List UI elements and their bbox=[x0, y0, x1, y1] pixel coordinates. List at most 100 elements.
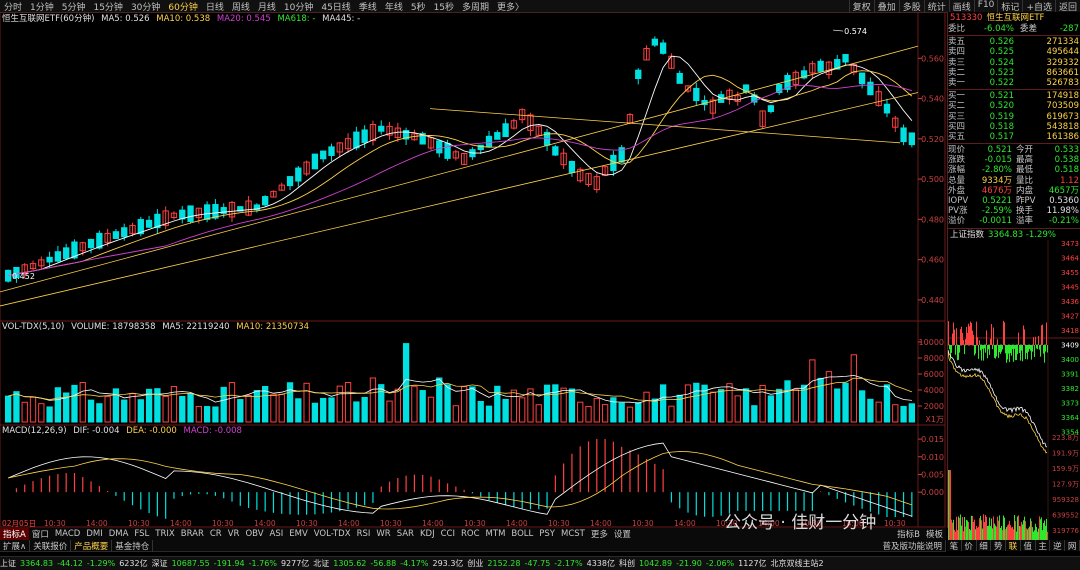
candle-body bbox=[253, 204, 261, 211]
ask-label: 卖二 bbox=[948, 67, 966, 78]
indicator-tab[interactable]: FSL bbox=[134, 529, 150, 539]
period-tab[interactable]: 季线 bbox=[358, 2, 377, 13]
period-tab[interactable]: 1分钟 bbox=[30, 2, 54, 13]
period-tab[interactable]: 15秒 bbox=[433, 2, 455, 13]
volume-bar bbox=[21, 401, 28, 423]
toolbar-button[interactable]: F10 bbox=[973, 0, 998, 13]
index-vol-tick-label: 127.9万 bbox=[1052, 480, 1079, 488]
indicator-tab[interactable]: 更多 bbox=[590, 530, 608, 540]
trend-line[interactable] bbox=[0, 45, 919, 293]
indicator-tab-right[interactable]: 指标B bbox=[897, 530, 920, 540]
volume-bar bbox=[718, 389, 725, 423]
candle-body bbox=[452, 151, 460, 159]
kline-chart-svg[interactable]: 0.560 0.540 0.520 0.500 0.480 0.460 0.440 0.574… bbox=[0, 12, 946, 528]
volume-bar bbox=[817, 377, 824, 423]
stat-label: 溢率 bbox=[1016, 216, 1034, 227]
indicator-tab[interactable]: ASI bbox=[269, 529, 284, 539]
right-panel-tab[interactable]: 主 bbox=[1036, 540, 1051, 552]
stat-label: 现价 bbox=[948, 145, 966, 156]
volume-bar bbox=[220, 386, 227, 423]
toolbar-button[interactable]: 返回 bbox=[1054, 0, 1080, 13]
indicator-tab[interactable]: ROC bbox=[461, 529, 480, 539]
y-tick-label: 0.480 bbox=[921, 215, 944, 224]
period-tab[interactable]: 5秒 bbox=[410, 2, 426, 13]
toolbar-button[interactable]: 复权 bbox=[848, 0, 874, 13]
period-tab[interactable]: 5分钟 bbox=[61, 2, 86, 13]
indicator-tab[interactable]: MCST bbox=[560, 529, 585, 539]
period-tab[interactable]: 60分钟 bbox=[168, 2, 198, 13]
ask-row: 卖四 0.525 495644 bbox=[948, 47, 1080, 57]
stat-value: 0.521 bbox=[987, 145, 1012, 156]
indicator-tab[interactable]: RSI bbox=[356, 529, 371, 539]
index-vol-tick-label: 959328 bbox=[1052, 496, 1079, 504]
period-tab[interactable]: 分时 bbox=[4, 2, 23, 13]
period-tab[interactable]: 日线 bbox=[205, 2, 224, 13]
volume-bar bbox=[170, 385, 178, 423]
right-panel-tab[interactable]: 细 bbox=[977, 540, 992, 552]
period-tab[interactable]: 15分钟 bbox=[93, 2, 123, 13]
indicator-tab[interactable]: VR bbox=[227, 529, 240, 539]
extension-tab[interactable]: 基金持仓 bbox=[112, 539, 154, 552]
chart-area[interactable]: 恒生互联网ETF(60分钟) MA5: 0.526 MA10: 0.538 MA… bbox=[0, 12, 946, 528]
ma445-legend: MA445: - bbox=[322, 14, 361, 24]
indicator-tab[interactable]: KDJ bbox=[419, 529, 435, 539]
toolbar-button[interactable]: 多股 bbox=[898, 0, 924, 13]
right-panel-tab[interactable]: 联 bbox=[1006, 540, 1021, 552]
indicator-tab[interactable]: VOL-TDX bbox=[313, 529, 351, 539]
trend-line[interactable] bbox=[429, 108, 901, 144]
stat-value: -0.0011 bbox=[979, 216, 1012, 227]
right-panel-tab[interactable]: 网 bbox=[1065, 540, 1080, 552]
indicator-tab[interactable]: CR bbox=[209, 529, 222, 539]
indicator-tab[interactable]: BRAR bbox=[180, 529, 204, 539]
indicator-tab[interactable]: MACD bbox=[54, 529, 81, 539]
indicator-tab[interactable]: 设置 bbox=[613, 530, 631, 540]
index-minute-chart[interactable]: 3473 3464 3455 3445 3436 3427 3418 3409 3400 3391… bbox=[948, 239, 1080, 544]
period-tab[interactable]: 月线 bbox=[257, 2, 276, 13]
indicator-tab[interactable]: PSY bbox=[539, 529, 555, 539]
candle-body bbox=[295, 167, 302, 182]
period-tab[interactable]: 年线 bbox=[384, 2, 403, 13]
toolbar-button[interactable]: 统计 bbox=[923, 0, 949, 13]
indicator-tab-right[interactable]: 模板 bbox=[925, 530, 943, 540]
indicator-tab[interactable]: DMI bbox=[86, 529, 103, 539]
indicator-tab[interactable]: MTM bbox=[485, 529, 506, 539]
extension-tab[interactable]: 扩展∧ bbox=[0, 539, 31, 552]
extension-tab[interactable]: 产品概要 bbox=[71, 539, 113, 552]
ask-price: 0.524 bbox=[989, 57, 1014, 68]
toolbar-button[interactable]: 叠加 bbox=[873, 0, 899, 13]
period-tab[interactable]: 45日线 bbox=[321, 2, 351, 13]
indicator-tab[interactable]: OBV bbox=[245, 529, 264, 539]
feature-help-link[interactable]: 普及版功能说明 bbox=[879, 539, 946, 552]
period-tab[interactable]: 更多〉 bbox=[497, 2, 525, 13]
right-panel-tab[interactable]: 逆 bbox=[1050, 540, 1066, 552]
toolbar-button[interactable]: 标记 bbox=[997, 0, 1022, 13]
toolbar-button[interactable]: 画线 bbox=[948, 0, 974, 13]
candle-body bbox=[436, 140, 443, 154]
indicator-tab[interactable]: WR bbox=[376, 529, 391, 539]
stat-row: PV涨 -2.59% 换手 11.98% bbox=[948, 206, 1080, 216]
period-tab[interactable]: 10分钟 bbox=[283, 2, 314, 13]
indicator-tab[interactable]: TRIX bbox=[155, 529, 175, 539]
indicator-tab[interactable]: EMV bbox=[289, 529, 308, 539]
period-tab[interactable]: 多周期 bbox=[462, 2, 490, 13]
right-panel-tab[interactable]: 势 bbox=[991, 540, 1007, 552]
indicator-tab[interactable]: 指标A bbox=[0, 528, 29, 540]
ask-volume: 526783 bbox=[1046, 77, 1079, 88]
main-chart-title: 恒生互联网ETF(60分钟) bbox=[2, 14, 95, 24]
trend-line[interactable] bbox=[0, 92, 919, 307]
period-tab[interactable]: 周线 bbox=[231, 2, 250, 13]
right-panel-tab[interactable]: 笔 bbox=[947, 540, 962, 552]
index-vol-tick-label: 159.9万 bbox=[1052, 465, 1079, 473]
right-panel-tab[interactable]: 值 bbox=[1021, 540, 1036, 552]
indicator-tab[interactable]: CCI bbox=[440, 529, 455, 539]
right-panel-tab[interactable]: 价 bbox=[962, 540, 977, 552]
extension-tab[interactable]: 关联报价 bbox=[30, 539, 72, 552]
indicator-tab[interactable]: BOLL bbox=[511, 529, 534, 539]
period-tab[interactable]: 30分钟 bbox=[130, 2, 161, 13]
indicator-tab[interactable]: 窗口 bbox=[31, 530, 49, 540]
toolbar-button[interactable]: +自选 bbox=[1022, 0, 1055, 13]
volume-bar bbox=[444, 384, 451, 423]
stat-label: 溢价 bbox=[948, 216, 966, 227]
indicator-tab[interactable]: SAR bbox=[396, 529, 414, 539]
indicator-tab[interactable]: DMA bbox=[108, 529, 129, 539]
